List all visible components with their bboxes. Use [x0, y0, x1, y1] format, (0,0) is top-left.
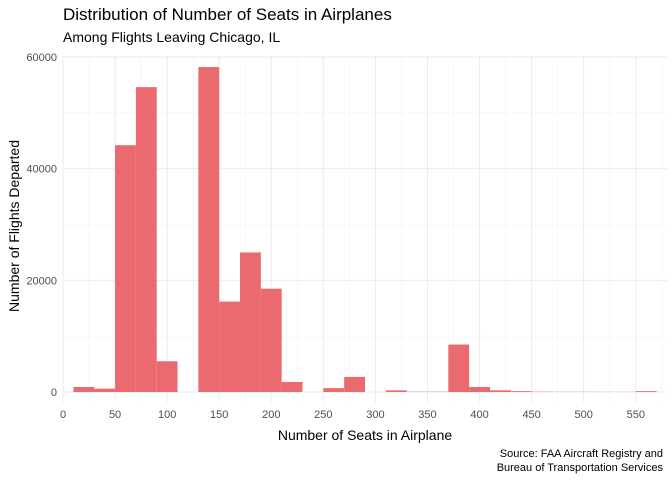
chart-subtitle: Among Flights Leaving Chicago, IL: [63, 29, 280, 45]
x-tick-label: 150: [210, 409, 228, 421]
histogram-bar: [469, 386, 490, 392]
histogram-bar: [94, 388, 116, 392]
y-tick-labels: 0 20000 40000 60000: [26, 52, 57, 399]
x-tick-labels: 0 50 100 150 200 250 300 350 400 450 500 550: [60, 409, 645, 421]
x-tick-label: 300: [366, 409, 384, 421]
histogram-bar: [510, 391, 532, 392]
histogram-bar: [198, 67, 220, 393]
x-tick-label: 100: [158, 409, 176, 421]
x-tick-label: 200: [262, 409, 280, 421]
histogram-bar: [156, 361, 178, 392]
x-tick-label: 0: [60, 409, 66, 421]
x-axis-title: Number of Seats in Airplane: [278, 427, 453, 443]
histogram-bar: [385, 390, 407, 392]
x-tick-label: 350: [418, 409, 436, 421]
x-tick-label: 500: [575, 409, 593, 421]
x-tick-label: 400: [470, 409, 488, 421]
histogram-bar: [260, 288, 282, 392]
x-tick-label: 50: [109, 409, 121, 421]
histogram-bar: [344, 376, 365, 392]
caption-line-1: Source: FAA Aircraft Registry and: [500, 448, 663, 460]
histogram-bar: [323, 388, 345, 392]
y-tick-label: 40000: [26, 164, 57, 176]
chart-title: Distribution of Number of Seats in Airpl…: [63, 5, 392, 24]
histogram-bar: [73, 386, 95, 392]
histogram-bars: [73, 67, 657, 393]
x-tick-label: 550: [627, 409, 645, 421]
histogram-bar: [135, 87, 157, 393]
histogram-bar: [219, 301, 241, 392]
y-tick-label: 20000: [26, 275, 57, 287]
x-tick-label: 450: [522, 409, 540, 421]
caption-line-2: Bureau of Transportation Services: [497, 462, 664, 474]
histogram-bar: [240, 252, 261, 392]
histogram-bar: [489, 390, 511, 392]
grid-lines: [62, 56, 667, 402]
histogram-bar: [115, 145, 136, 392]
histogram-bar: [281, 381, 303, 392]
histogram-bar: [448, 344, 470, 392]
y-tick-label: 0: [51, 387, 57, 399]
y-tick-label: 60000: [26, 52, 57, 64]
histogram-bar: [635, 391, 657, 392]
y-axis-title: Number of Flights Departed: [6, 140, 22, 312]
x-tick-label: 250: [314, 409, 332, 421]
